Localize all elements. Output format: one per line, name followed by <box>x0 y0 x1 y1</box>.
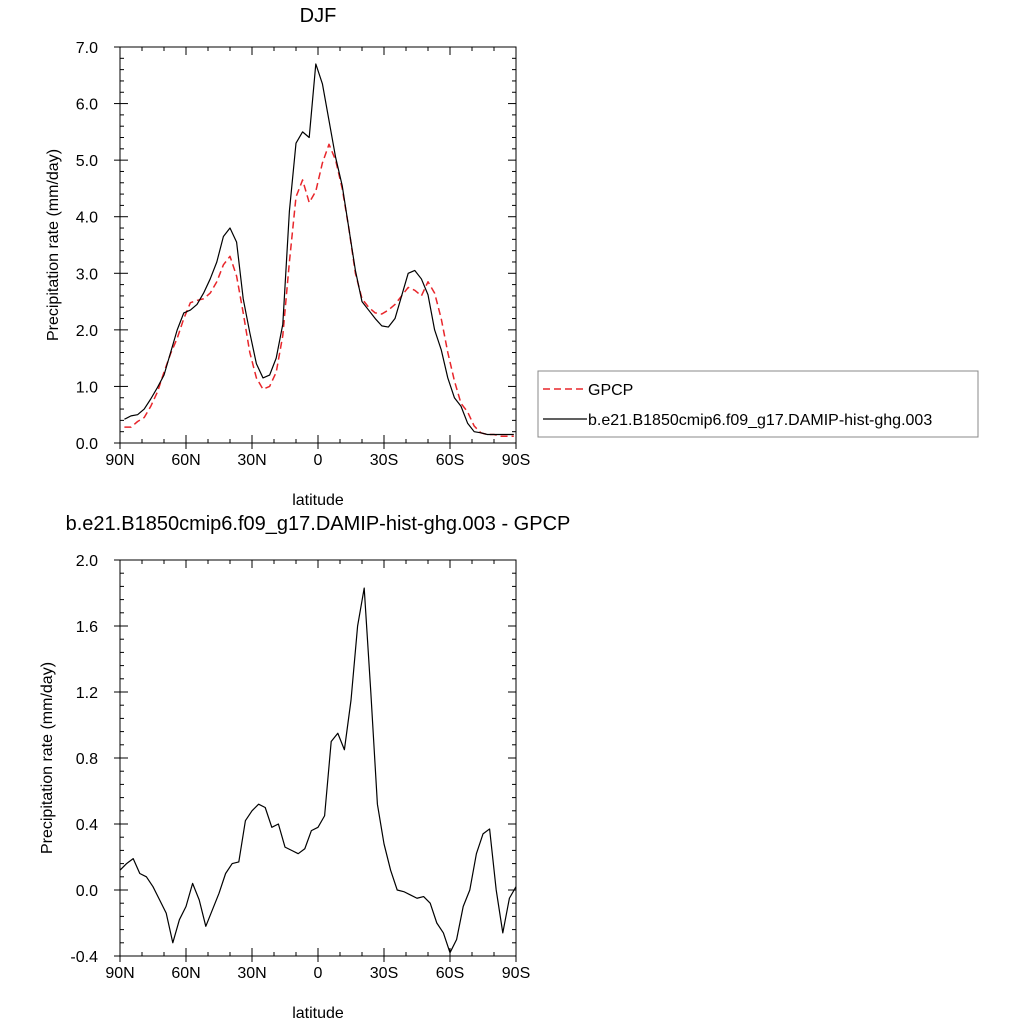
top-plot-ytick-label: 3.0 <box>76 266 98 283</box>
bottom-plot-series-model-line <box>119 587 517 954</box>
bottom-plot-series <box>119 587 517 954</box>
top-plot-ytick-label: 0.0 <box>76 436 98 453</box>
bottom-plot-xtick-label: 0 <box>314 965 323 982</box>
bottom-plot-ticks: 90N 60N 30N 0 30S 60S 90S -0.4 0.0 0.4 0.8 1.2 1.6 2.… <box>70 553 530 982</box>
bottom-plot-xtick-label: 90S <box>502 965 530 982</box>
bottom-plot-frame <box>119 559 517 957</box>
top-plot-series <box>124 63 514 437</box>
top-plot-xtick-label: 90N <box>105 452 134 469</box>
top-plot-ylabel: Precipitation rate (mm/day) <box>45 149 62 341</box>
bottom-plot-ytick-label: -0.4 <box>70 949 98 966</box>
bottom-plot-ytick-label: 0.8 <box>76 751 98 768</box>
bottom-plot-ytick-label: 0.4 <box>76 817 98 834</box>
bottom-plot-xtick-label: 90N <box>105 965 134 982</box>
legend-label-gpcp: GPCP <box>588 382 633 399</box>
bottom-plot-xtick-label: 30N <box>237 965 266 982</box>
legend-box <box>537 370 979 438</box>
bottom-plot-xtick-label: 60S <box>436 965 464 982</box>
top-plot-xtick-label: 90S <box>502 452 530 469</box>
top-plot-title: DJF <box>300 5 337 27</box>
bottom-plot-ylabel: Precipitation rate (mm/day) <box>39 662 56 854</box>
top-plot-series-gpcp-line <box>124 143 514 437</box>
top-plot-ytick-label: 5.0 <box>76 153 98 170</box>
top-plot-xlabel: latitude <box>292 492 344 509</box>
top-plot-ytick-label: 7.0 <box>76 40 98 57</box>
top-plot-xtick-label: 30S <box>370 452 398 469</box>
bottom-plot: b.e21.B1850cmip6.f09_g17.DAMIP-hist-ghg.… <box>39 513 570 1022</box>
top-plot-xtick-label: 60S <box>436 452 464 469</box>
bottom-plot-xtick-label: 30S <box>370 965 398 982</box>
bottom-plot-title: b.e21.B1850cmip6.f09_g17.DAMIP-hist-ghg.… <box>66 513 571 535</box>
legend: GPCP b.e21.B1850cmip6.f09_g17.DAMIP-hist… <box>537 370 979 438</box>
bottom-plot-ytick-label: 1.2 <box>76 685 98 702</box>
top-plot-ytick-label: 6.0 <box>76 97 98 114</box>
top-plot-ytick-label: 4.0 <box>76 210 98 227</box>
top-plot-ytick-label: 2.0 <box>76 323 98 340</box>
bottom-plot-ytick-label: 2.0 <box>76 553 98 570</box>
bottom-plot-ytick-label: 1.6 <box>76 619 98 636</box>
top-plot-ticks: 90N 60N 30N 0 30S 60S 90S 0.0 1.0 2.0 3.0 4.0 5.0 6.0… <box>76 40 530 469</box>
legend-label-model: b.e21.B1850cmip6.f09_g17.DAMIP-hist-ghg.… <box>588 412 932 429</box>
top-plot-xtick-label: 60N <box>171 452 200 469</box>
top-plot-frame <box>119 46 517 444</box>
top-plot-ytick-label: 1.0 <box>76 379 98 396</box>
bottom-plot-ytick-label: 0.0 <box>76 883 98 900</box>
top-plot-xtick-label: 0 <box>314 452 323 469</box>
bottom-plot-xtick-label: 60N <box>171 965 200 982</box>
top-plot-xtick-label: 30N <box>237 452 266 469</box>
bottom-plot-xlabel: latitude <box>292 1005 344 1022</box>
top-plot-series-model-line <box>124 63 514 436</box>
top-plot: DJF 90N 60N 30N 0 30S 60S 90S 0.0 1.0 2.0 3.0 4.0 5.… <box>45 5 530 509</box>
